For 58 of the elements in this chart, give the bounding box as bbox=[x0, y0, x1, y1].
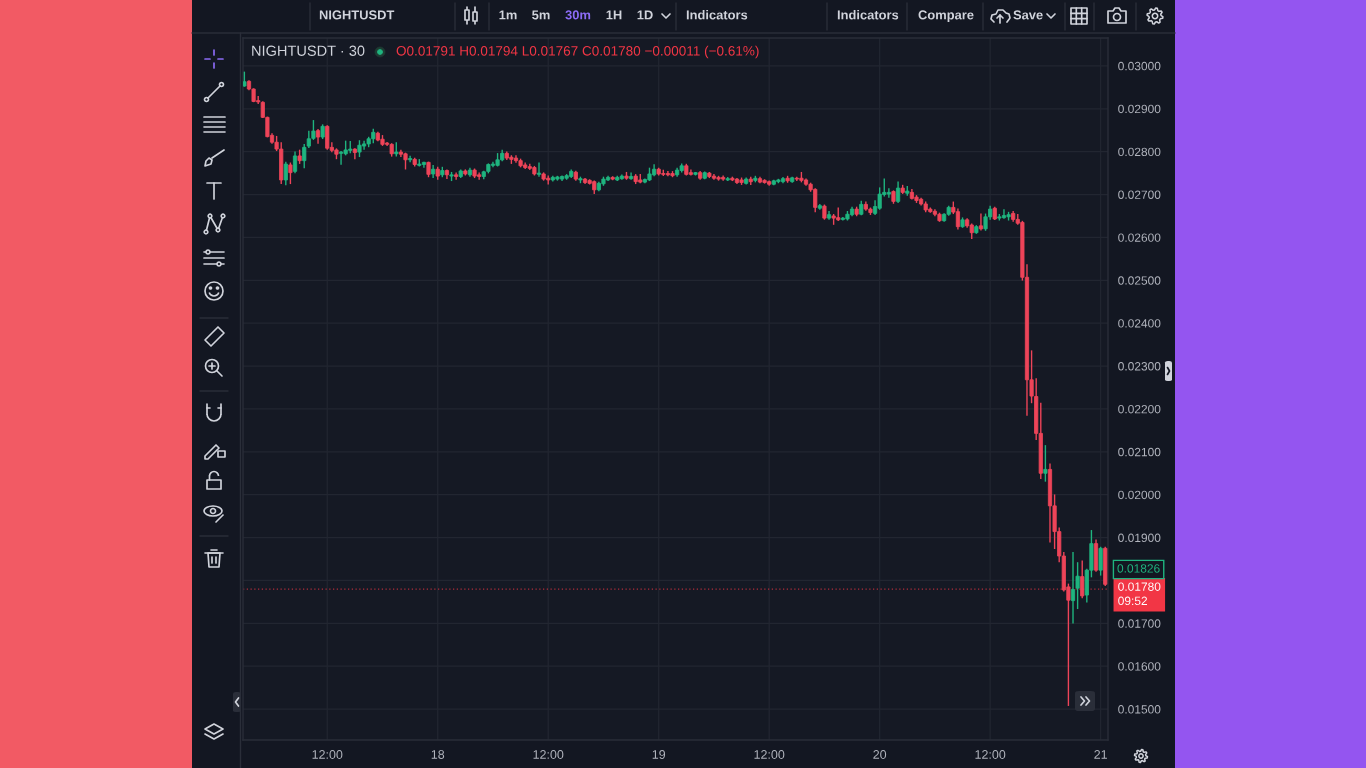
x-tick-label: 12:00 bbox=[754, 750, 785, 759]
candlestick bbox=[629, 172, 634, 180]
text: 1H bbox=[606, 10, 622, 20]
text: O0.01791 H0.01794 L0.01767 C0.01780 −0.00011 (−0.61%) bbox=[396, 45, 759, 59]
y-tick-label: 0.01600 bbox=[1118, 662, 1161, 671]
y-tick-label: 0.02100 bbox=[1118, 447, 1161, 457]
y-tick-label: 0.01900 bbox=[1118, 533, 1161, 543]
text: Save bbox=[1013, 10, 1043, 20]
text: Indicators bbox=[686, 9, 748, 20]
candlestick bbox=[513, 155, 519, 163]
y-tick-label: 0.02800 bbox=[1118, 147, 1161, 157]
y-tick-label: 0.02200 bbox=[1118, 404, 1161, 414]
text: 5m bbox=[532, 10, 550, 20]
candlestick bbox=[1070, 551, 1076, 624]
y-tick-label: 0.02600 bbox=[1118, 233, 1161, 242]
candlestick bbox=[1098, 546, 1103, 576]
candlestick bbox=[338, 150, 344, 165]
y-tick-label: 0.02400 bbox=[1118, 319, 1161, 328]
x-tick-label: 21 bbox=[1094, 750, 1107, 759]
text: 0.01826 bbox=[1117, 564, 1160, 573]
y-tick-label: 0.01500 bbox=[1118, 705, 1161, 714]
x-tick-label: 12:00 bbox=[533, 750, 564, 759]
y-tick-label: 0.02500 bbox=[1118, 276, 1161, 285]
text: NIGHTUSDT bbox=[319, 10, 395, 20]
x-tick-label: 20 bbox=[873, 750, 887, 759]
candlestick bbox=[352, 148, 357, 160]
candlestick bbox=[444, 169, 450, 179]
y-tick-label: 0.02700 bbox=[1118, 190, 1161, 199]
candlestick bbox=[886, 188, 891, 198]
x-tick-label: 12:00 bbox=[312, 750, 343, 759]
y-tick-label: 0.02300 bbox=[1118, 362, 1161, 371]
candlestick bbox=[1043, 445, 1048, 482]
candlestick bbox=[1080, 560, 1085, 599]
text: 1D bbox=[637, 10, 653, 20]
text: 30m bbox=[565, 10, 591, 20]
text: Indicators bbox=[837, 9, 899, 20]
candlestick bbox=[1001, 209, 1007, 219]
ref-line-label: 0.01780 09:52 bbox=[1118, 582, 1161, 606]
candlestick bbox=[325, 125, 330, 150]
chart-title: NIGHTUSDT · 30 bbox=[252, 45, 365, 56]
y-tick-label: 0.01700 bbox=[1118, 619, 1161, 628]
candlestick bbox=[288, 162, 293, 185]
y-tick-label: 0.02000 bbox=[1118, 490, 1161, 500]
candlestick bbox=[408, 155, 413, 163]
y-tick-label: 0.02900 bbox=[1118, 104, 1161, 114]
candlestick bbox=[955, 208, 960, 230]
text: 1m bbox=[499, 10, 517, 20]
text: Compare bbox=[918, 10, 974, 23]
candlestick bbox=[292, 151, 298, 174]
candlestick bbox=[978, 213, 984, 231]
x-tick-label: 18 bbox=[431, 750, 445, 759]
candlestick bbox=[283, 161, 288, 186]
x-tick-label: 19 bbox=[652, 750, 666, 759]
x-tick-label: 12:00 bbox=[975, 750, 1006, 759]
candlestick bbox=[454, 172, 459, 180]
candlestick bbox=[896, 181, 901, 203]
candlestick bbox=[536, 162, 542, 177]
y-tick-label: 0.03000 bbox=[1118, 61, 1161, 71]
